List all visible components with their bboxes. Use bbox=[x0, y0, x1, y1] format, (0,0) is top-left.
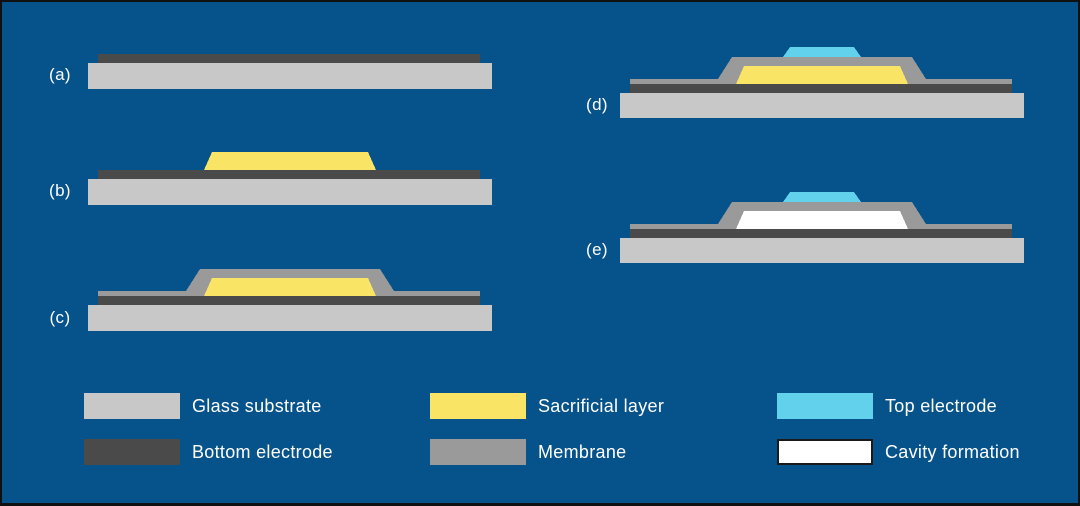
legend-label-cavity-formation: Cavity formation bbox=[885, 441, 1020, 462]
step-label-d: (d) bbox=[586, 95, 608, 114]
legend-swatch-sacrificial-layer bbox=[430, 393, 526, 419]
bottom-electrode-layer bbox=[630, 84, 1012, 93]
legend-label-sacrificial-layer: Sacrificial layer bbox=[538, 395, 665, 416]
legend-label-membrane: Membrane bbox=[538, 441, 627, 462]
legend-swatch-membrane bbox=[430, 439, 526, 465]
legend-label-bottom-electrode: Bottom electrode bbox=[192, 441, 333, 462]
legend-label-glass-substrate: Glass substrate bbox=[192, 395, 322, 416]
sacrificial-layer bbox=[736, 66, 908, 84]
step-label-e: (e) bbox=[586, 240, 608, 259]
panel-e-diagram bbox=[620, 192, 1024, 263]
cavity-region bbox=[736, 211, 908, 229]
panel-b-diagram bbox=[88, 152, 492, 205]
canvas-border-left bbox=[0, 0, 2, 506]
panel-c-diagram bbox=[88, 269, 492, 331]
top-electrode-layer bbox=[783, 192, 861, 202]
glass-substrate-layer bbox=[620, 238, 1024, 263]
bottom-electrode-layer bbox=[630, 229, 1012, 238]
legend-label-top-electrode: Top electrode bbox=[885, 395, 997, 416]
legend-swatch-top-electrode bbox=[777, 393, 873, 419]
top-electrode-layer bbox=[783, 47, 861, 57]
sacrificial-layer bbox=[204, 152, 376, 170]
legend-swatch-bottom-electrode bbox=[84, 439, 180, 465]
step-label-a: (a) bbox=[49, 65, 71, 84]
step-label-b: (b) bbox=[49, 181, 71, 200]
sacrificial-layer bbox=[204, 278, 376, 296]
legend-swatch-glass-substrate bbox=[84, 393, 180, 419]
glass-substrate-layer bbox=[620, 93, 1024, 118]
step-label-c: (c) bbox=[49, 308, 71, 327]
glass-substrate-layer bbox=[88, 179, 492, 205]
bottom-electrode-layer bbox=[98, 170, 480, 179]
bottom-electrode-layer bbox=[98, 54, 480, 63]
bottom-electrode-layer bbox=[98, 296, 480, 305]
glass-substrate-layer bbox=[88, 63, 492, 89]
panel-a-diagram bbox=[88, 54, 492, 89]
glass-substrate-layer bbox=[88, 305, 492, 331]
canvas-border-top bbox=[0, 0, 1080, 2]
panel-d-diagram bbox=[620, 47, 1024, 118]
legend-swatch-cavity-formation bbox=[777, 439, 873, 465]
